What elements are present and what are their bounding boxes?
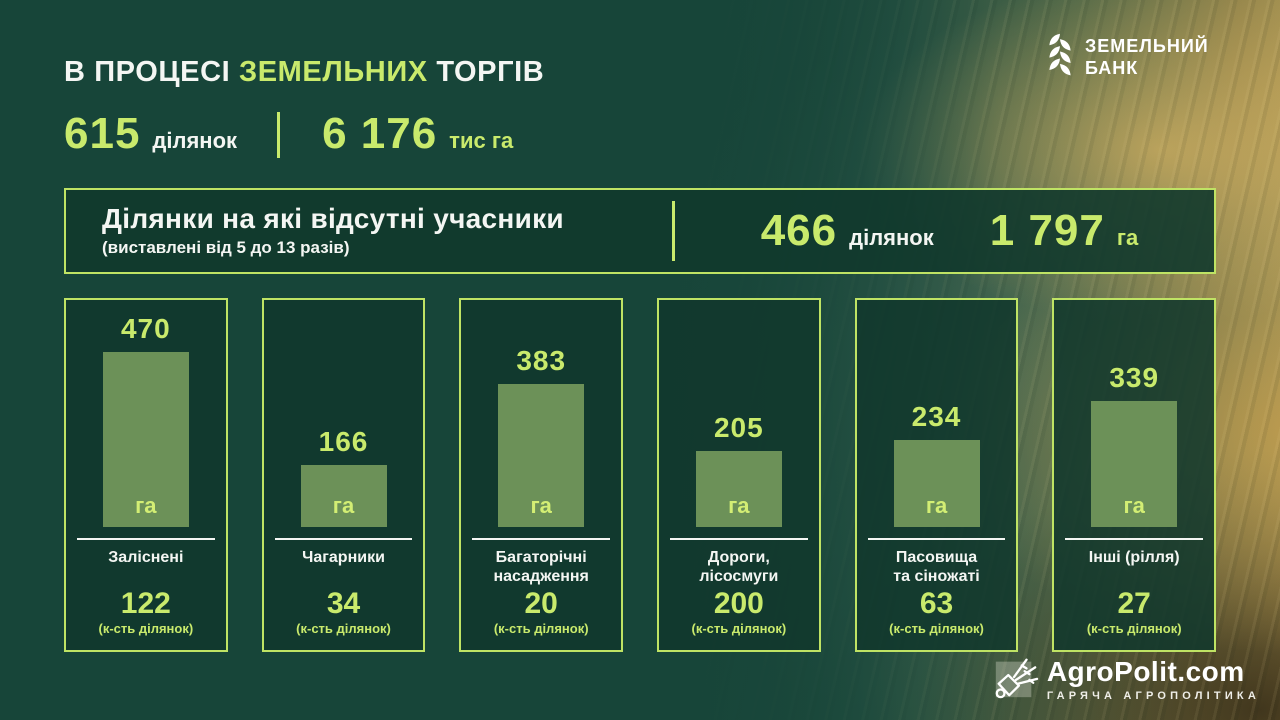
stats-divider xyxy=(277,112,281,158)
stat-total-area-value: 6 176 xyxy=(322,109,438,158)
category-label: Інші (рілля) xyxy=(1088,548,1180,566)
card-bottom: Пасовища та сіножаті 63 (к-сть ділянок) xyxy=(867,537,1006,636)
banner-stat-plots: 466 ділянок xyxy=(761,209,934,253)
banner-title: Ділянки на які відсутні учасники xyxy=(102,203,564,235)
card-bottom: Інші (рілля) 27 (к-сть ділянок) xyxy=(1065,537,1204,636)
wheat-icon xyxy=(1046,32,1074,83)
plot-count: 200 xyxy=(713,586,764,620)
area-value: 205 xyxy=(713,412,764,443)
no-participants-banner: Ділянки на які відсутні учасники (вистав… xyxy=(64,188,1216,274)
agropolit-tagline: ГАРЯЧА АГРОПОЛІТИКА xyxy=(1046,689,1260,702)
area-unit: га xyxy=(728,493,750,518)
banner-subtitle: (виставлені від 5 до 13 разів) xyxy=(102,237,350,257)
bar-group: 339 га xyxy=(1091,362,1178,527)
bank-logo-line1: ЗЕМЕЛЬНИЙ xyxy=(1085,35,1209,56)
card-bottom: Дороги, лісосмуги 200 (к-сть ділянок) xyxy=(670,537,808,636)
agropolit-name: AgroPolit.com xyxy=(1046,655,1245,687)
plot-count: 20 xyxy=(524,586,558,620)
stat-total-area: 6 176 тис га xyxy=(322,112,513,156)
area-unit: га xyxy=(332,493,355,518)
category-label: Багаторічні насадження xyxy=(493,548,589,585)
title-pre: В ПРОЦЕСІ xyxy=(64,56,231,88)
banner-stat-area-value: 1 797 xyxy=(989,206,1105,255)
separator-line xyxy=(1065,537,1204,540)
category-label: Заліснені xyxy=(108,548,184,566)
plot-count-caption: (к-сть ділянок) xyxy=(98,620,194,636)
area-value: 470 xyxy=(120,313,171,344)
category-label: Чагарники xyxy=(302,548,385,566)
category-cards-row: 470 га Заліснені 122 (к-сть ділянок) 166… xyxy=(64,298,1217,652)
bar-group: 234 га xyxy=(893,401,980,527)
area-bar: га xyxy=(695,451,782,527)
plot-count-caption: (к-сть ділянок) xyxy=(493,620,589,636)
stat-total-plots: 615 ділянок xyxy=(64,112,237,156)
area-value: 234 xyxy=(911,401,962,432)
title-post: ТОРГІВ xyxy=(436,56,545,88)
stat-total-plots-unit: ділянок xyxy=(152,128,238,153)
title-highlight: ЗЕМЕЛЬНИХ xyxy=(238,56,428,88)
card-bottom: Багаторічні насадження 20 (к-сть ділянок… xyxy=(472,537,611,636)
bar-group: 205 га xyxy=(695,412,782,527)
banner-text: Ділянки на які відсутні учасники (вистав… xyxy=(66,203,672,258)
card-bagatorichni: 383 га Багаторічні насадження 20 (к-сть … xyxy=(459,298,624,652)
category-label: Пасовища та сіножаті xyxy=(893,548,980,585)
banner-stat-area-unit: га xyxy=(1116,225,1139,250)
card-dorogy: 205 га Дороги, лісосмуги 200 (к-сть діля… xyxy=(657,298,821,652)
area-bar: га xyxy=(1091,401,1178,527)
area-value: 339 xyxy=(1109,362,1160,393)
card-inshi: 339 га Інші (рілля) 27 (к-сть ділянок) xyxy=(1052,298,1217,652)
page-title: В ПРОЦЕСІ ЗЕМЕЛЬНИХ ТОРГІВ xyxy=(64,56,544,89)
area-unit: га xyxy=(530,493,552,518)
plot-count-caption: (к-сть ділянок) xyxy=(691,620,787,636)
bar-group: 166 га xyxy=(300,426,387,527)
plot-count-caption: (к-сть ділянок) xyxy=(296,620,391,636)
stat-total-area-unit: тис га xyxy=(449,128,514,153)
plot-count: 27 xyxy=(1117,586,1151,620)
stat-total-plots-value: 615 xyxy=(64,109,141,158)
bank-logo-line2: БАНК xyxy=(1085,57,1139,78)
card-chagarnyky: 166 га Чагарники 34 (к-сть ділянок) xyxy=(261,298,426,652)
area-bar: га xyxy=(300,465,387,527)
card-zalisneni: 470 га Заліснені 122 (к-сть ділянок) xyxy=(64,298,228,652)
banner-stat-plots-value: 466 xyxy=(760,206,838,255)
header-stats: 615 ділянок 6 176 тис га xyxy=(64,112,513,158)
banner-stat-plots-unit: ділянок xyxy=(849,225,934,250)
area-bar: га xyxy=(102,352,189,527)
category-label: Дороги, лісосмуги xyxy=(699,548,779,585)
separator-line xyxy=(274,537,413,540)
area-value: 383 xyxy=(516,345,567,376)
card-pasovyshcha: 234 га Пасовища та сіножаті 63 (к-сть ді… xyxy=(854,298,1019,652)
area-value: 166 xyxy=(318,426,369,457)
agropolit-logo: AgroPolit.com ГАРЯЧА АГРОПОЛІТИКА xyxy=(991,653,1260,706)
plot-count-caption: (к-сть ділянок) xyxy=(889,620,984,636)
card-bottom: Заліснені 122 (к-сть ділянок) xyxy=(77,537,215,636)
plot-count: 63 xyxy=(919,586,954,620)
agropolit-text: AgroPolit.com ГАРЯЧА АГРОПОЛІТИКА xyxy=(1046,655,1260,702)
area-bar: га xyxy=(893,440,980,527)
banner-stats: 466 ділянок 1 797 га xyxy=(675,209,1214,253)
separator-line xyxy=(472,537,611,540)
card-bottom: Чагарники 34 (к-сть ділянок) xyxy=(274,537,413,636)
banner-divider xyxy=(672,201,675,261)
area-unit: га xyxy=(925,493,948,518)
separator-line xyxy=(670,537,808,540)
area-unit: га xyxy=(135,493,157,518)
plot-count-caption: (к-сть ділянок) xyxy=(1086,620,1182,636)
bar-group: 470 га xyxy=(102,313,189,527)
separator-line xyxy=(867,537,1006,540)
plot-count: 34 xyxy=(326,586,361,620)
bank-logo-text: ЗЕМЕЛЬНИЙ БАНК xyxy=(1085,36,1209,80)
bar-group: 383 га xyxy=(498,345,585,527)
area-bar: га xyxy=(498,384,585,527)
area-unit: га xyxy=(1123,493,1145,518)
banner-stat-area: 1 797 га xyxy=(990,209,1139,253)
bank-logo: ЗЕМЕЛЬНИЙ БАНК xyxy=(1046,32,1209,83)
separator-line xyxy=(77,537,215,540)
megaphone-wheat-icon xyxy=(991,653,1039,706)
plot-count: 122 xyxy=(120,586,171,620)
